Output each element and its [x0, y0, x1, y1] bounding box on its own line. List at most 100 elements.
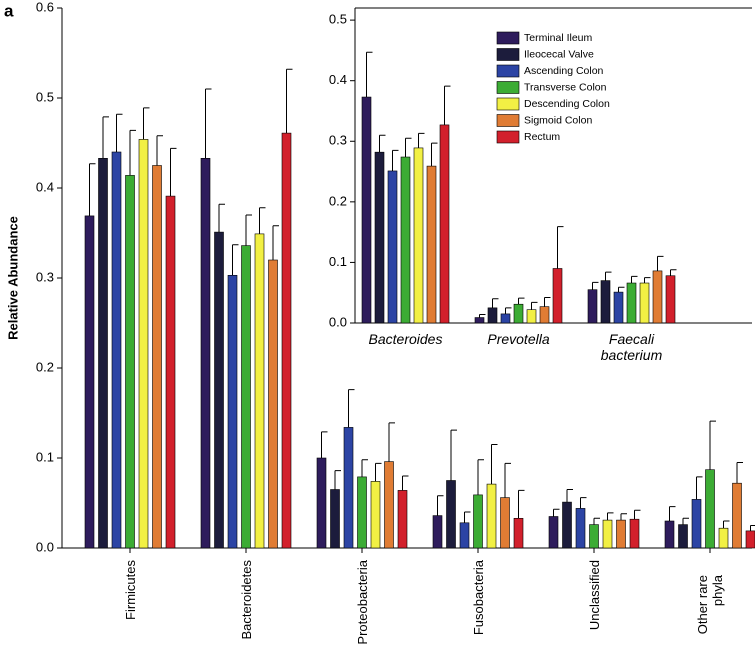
y-tick-label: 0.3	[36, 269, 54, 284]
error-bar	[518, 489, 525, 519]
error-bar	[491, 444, 498, 485]
error-bar	[504, 462, 511, 498]
bar	[254, 233, 265, 549]
x-tick-label: Bacteroides	[368, 331, 443, 347]
x-tick-label: Prevotella	[487, 331, 550, 347]
bar	[439, 124, 450, 324]
bar	[370, 481, 381, 549]
bar	[513, 303, 524, 324]
bar	[664, 520, 675, 549]
y-tick-label: 0.1	[36, 449, 54, 464]
bar	[241, 245, 251, 549]
error-bar	[605, 271, 612, 281]
bar	[652, 270, 663, 324]
bar	[473, 494, 483, 549]
bar	[575, 508, 586, 549]
bar	[474, 317, 485, 324]
bar	[374, 151, 385, 324]
bar	[745, 530, 755, 549]
bar	[397, 490, 408, 549]
error-bar	[580, 497, 587, 509]
bar	[600, 280, 611, 324]
legend-label: Rectum	[524, 131, 560, 143]
error-bar	[492, 298, 499, 308]
legend-label: Ascending Colon	[524, 65, 604, 77]
error-bar	[321, 431, 328, 458]
bar	[98, 158, 108, 549]
legend-swatch	[496, 48, 520, 61]
error-bar	[156, 135, 163, 166]
error-bar	[388, 422, 395, 462]
bar	[691, 499, 702, 549]
bar	[214, 231, 224, 549]
bar	[432, 515, 443, 549]
error-bar	[89, 163, 96, 216]
error-bar	[218, 203, 225, 233]
legend-swatch	[496, 31, 520, 45]
y-tick-label: 0.0	[36, 539, 54, 554]
y-tick-label: 0.2	[36, 359, 54, 374]
legend-swatch	[496, 64, 520, 78]
bar	[268, 259, 278, 549]
x-tick-label: Faecali bacterium	[600, 331, 663, 363]
legend-swatch	[496, 97, 520, 111]
error-bar	[620, 513, 627, 521]
error-bar	[444, 85, 451, 125]
error-bar	[531, 301, 538, 310]
error-bar	[348, 389, 355, 428]
error-bar	[405, 137, 412, 158]
bar	[552, 268, 563, 324]
error-bar	[170, 147, 177, 197]
error-bar	[696, 476, 703, 500]
y-tick-label: 0.5	[329, 12, 347, 27]
error-bar	[593, 517, 600, 525]
bar	[361, 96, 372, 324]
bar	[616, 519, 626, 549]
error-bar	[709, 420, 716, 470]
bar	[539, 306, 550, 324]
error-bar	[418, 132, 425, 148]
bar	[227, 274, 238, 549]
legend-swatch	[496, 81, 520, 94]
bar	[589, 524, 599, 549]
error-bar	[402, 475, 409, 491]
legend-label: Terminal Ileum	[524, 32, 593, 44]
legend-label: Descending Colon	[524, 98, 610, 110]
error-bar	[723, 520, 730, 529]
error-bar	[682, 517, 689, 525]
error-bar	[736, 462, 743, 484]
error-bar	[259, 207, 266, 234]
error-bar	[566, 489, 573, 503]
error-bar	[464, 511, 471, 523]
error-bar	[379, 134, 386, 153]
error-bar	[479, 314, 486, 318]
bar	[732, 482, 742, 549]
legend-label: Sigmoid Colon	[524, 114, 592, 126]
y-tick-label: 0.6	[36, 0, 54, 14]
y-tick-label: 0.0	[329, 314, 347, 329]
bar	[665, 275, 676, 324]
bar	[629, 518, 640, 549]
y-tick-label: 0.2	[329, 193, 347, 208]
error-bar	[477, 459, 484, 495]
legend-label: Ileocecal Valve	[524, 48, 594, 60]
error-bar	[750, 525, 755, 531]
bar	[718, 527, 729, 549]
legend-swatch	[496, 130, 520, 144]
error-bar	[450, 429, 457, 481]
error-bar	[334, 470, 341, 490]
bar	[281, 132, 292, 549]
bar	[387, 170, 398, 324]
error-bar	[644, 277, 651, 284]
bar	[678, 524, 688, 549]
error-bar	[129, 129, 136, 176]
bar	[357, 476, 367, 549]
error-bar	[272, 225, 279, 260]
bar	[626, 282, 637, 324]
error-bar	[116, 113, 123, 152]
y-tick-label: 0.1	[329, 254, 347, 269]
error-bar	[518, 297, 525, 305]
bar	[426, 165, 437, 324]
error-bar	[669, 506, 676, 521]
